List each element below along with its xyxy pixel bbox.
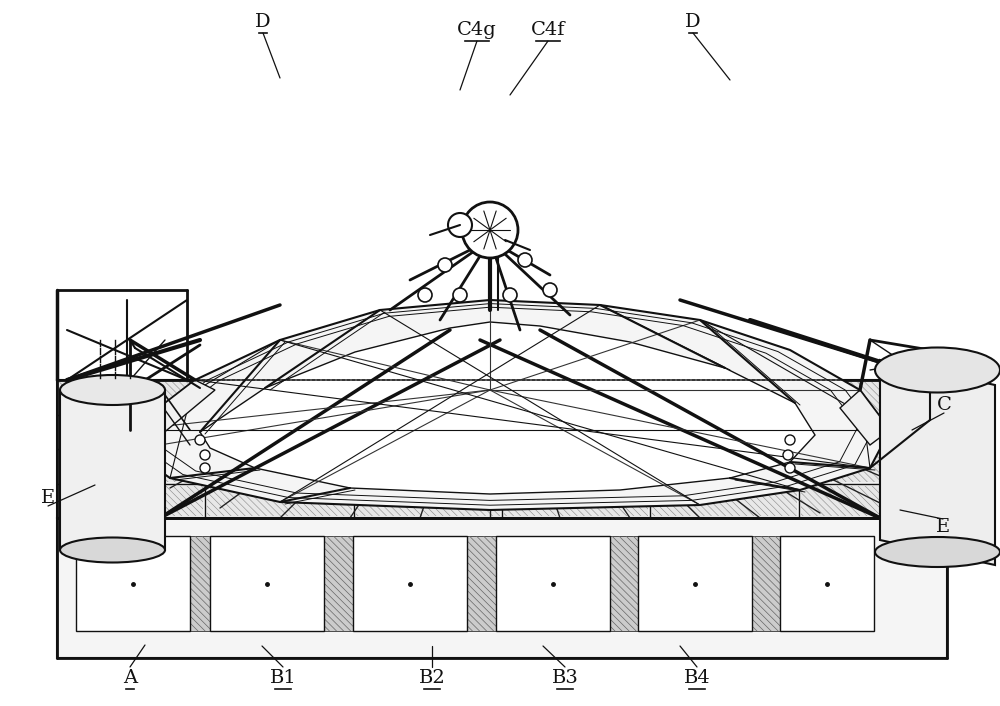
Text: D: D <box>685 13 701 31</box>
Text: E: E <box>936 518 950 536</box>
Polygon shape <box>353 536 467 631</box>
Polygon shape <box>780 536 874 631</box>
Polygon shape <box>59 417 203 447</box>
Polygon shape <box>356 451 500 481</box>
Polygon shape <box>207 417 352 447</box>
Text: C4f: C4f <box>531 21 565 39</box>
Polygon shape <box>610 536 638 631</box>
Polygon shape <box>59 382 203 412</box>
Circle shape <box>195 435 205 445</box>
Polygon shape <box>652 486 797 516</box>
Ellipse shape <box>60 375 165 405</box>
Polygon shape <box>207 486 352 516</box>
Polygon shape <box>57 518 947 658</box>
Circle shape <box>200 463 210 473</box>
Circle shape <box>200 450 210 460</box>
Text: A: A <box>123 669 137 687</box>
Text: C: C <box>937 396 951 414</box>
Polygon shape <box>130 300 890 510</box>
Ellipse shape <box>60 537 165 563</box>
Polygon shape <box>652 451 797 481</box>
Polygon shape <box>801 451 945 481</box>
Polygon shape <box>324 536 353 631</box>
Circle shape <box>518 253 532 267</box>
Text: E: E <box>41 489 55 507</box>
Polygon shape <box>504 486 648 516</box>
Polygon shape <box>76 536 190 631</box>
Text: B3: B3 <box>552 669 578 687</box>
Polygon shape <box>200 322 815 494</box>
Ellipse shape <box>875 347 1000 393</box>
Polygon shape <box>504 382 648 412</box>
Polygon shape <box>356 486 500 516</box>
Circle shape <box>783 450 793 460</box>
Polygon shape <box>59 451 203 481</box>
Text: D: D <box>255 13 271 31</box>
Polygon shape <box>801 417 945 447</box>
Polygon shape <box>207 451 352 481</box>
Circle shape <box>448 213 472 237</box>
Polygon shape <box>356 382 500 412</box>
Circle shape <box>785 463 795 473</box>
Text: C4g: C4g <box>457 21 497 39</box>
Polygon shape <box>57 380 947 518</box>
Circle shape <box>543 283 557 297</box>
Polygon shape <box>752 536 780 631</box>
Polygon shape <box>652 382 797 412</box>
Polygon shape <box>356 417 500 447</box>
Circle shape <box>418 288 432 302</box>
Polygon shape <box>801 486 945 516</box>
Circle shape <box>462 202 518 258</box>
Polygon shape <box>638 536 752 631</box>
Polygon shape <box>504 417 648 447</box>
Polygon shape <box>652 417 797 447</box>
Polygon shape <box>190 536 210 631</box>
Circle shape <box>785 435 795 445</box>
Polygon shape <box>496 536 610 631</box>
Circle shape <box>438 258 452 272</box>
Polygon shape <box>59 486 203 516</box>
Ellipse shape <box>875 537 1000 567</box>
Text: B2: B2 <box>419 669 445 687</box>
Polygon shape <box>880 360 995 565</box>
Polygon shape <box>467 536 496 631</box>
Text: B1: B1 <box>270 669 296 687</box>
Polygon shape <box>130 380 215 440</box>
Polygon shape <box>207 382 352 412</box>
Polygon shape <box>801 382 945 412</box>
Circle shape <box>453 288 467 302</box>
Polygon shape <box>504 451 648 481</box>
Polygon shape <box>840 390 890 445</box>
Text: B4: B4 <box>684 669 710 687</box>
Polygon shape <box>60 390 165 550</box>
Circle shape <box>503 288 517 302</box>
Polygon shape <box>210 536 324 631</box>
